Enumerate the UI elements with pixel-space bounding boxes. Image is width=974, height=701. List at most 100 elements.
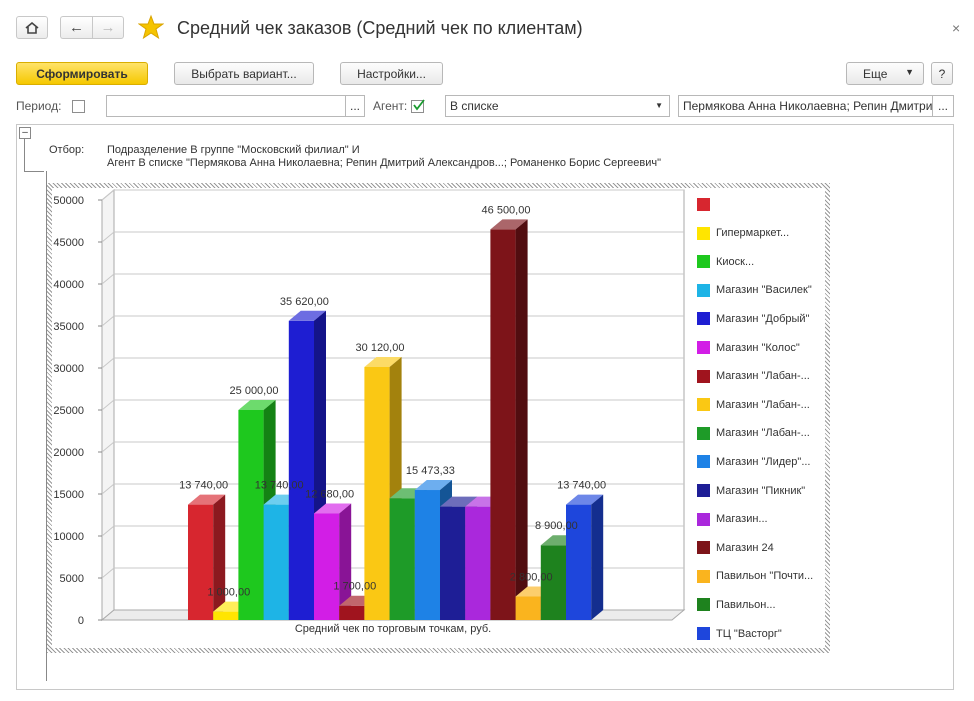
legend-label: Павильон "Почти... (716, 570, 814, 583)
gridline (101, 357, 115, 369)
more-button[interactable]: Еще ▼ (846, 62, 924, 85)
bar (213, 611, 239, 620)
bar (414, 490, 440, 620)
data-label: 2 800,00 (510, 571, 553, 583)
filter-label: Отбор: (49, 144, 85, 156)
y-tick-label: 10000 (53, 531, 84, 543)
legend-item (697, 198, 716, 211)
legend-swatch (697, 341, 710, 354)
legend-swatch (697, 312, 710, 326)
y-tick-label: 0 (78, 615, 84, 627)
legend-swatch (697, 484, 710, 497)
legend-item: Магазин "Лабан-... (697, 369, 810, 383)
agent-checkbox[interactable] (411, 99, 425, 113)
bar (490, 229, 516, 620)
data-label: 1 700,00 (333, 581, 376, 593)
back-button[interactable]: ← (60, 16, 92, 39)
legend-label: ТЦ "Васторг" (716, 627, 782, 640)
bar (515, 596, 541, 620)
data-label: 13 740,00 (557, 480, 606, 492)
bar-top (414, 480, 452, 491)
period-checkbox[interactable] (72, 100, 85, 113)
gridline (101, 273, 115, 285)
legend-swatch (697, 283, 710, 297)
gridline (101, 441, 115, 453)
bar-side (339, 503, 352, 620)
help-button[interactable]: ? (931, 62, 953, 85)
legend-label: Гипермаркет... (716, 227, 790, 240)
legend-item: Магазин "Василек" (697, 283, 812, 297)
collapse-icon[interactable]: – (19, 127, 31, 139)
agent-select-button[interactable]: ... (932, 95, 954, 117)
settings-button[interactable]: Настройки... (340, 62, 443, 85)
legend-label: Магазин "Лабан-... (716, 398, 810, 411)
legend-item: Магазин "Колос" (697, 341, 800, 354)
home-icon (25, 21, 39, 34)
dropdown-arrow-icon: ▼ (905, 67, 914, 77)
bar (188, 504, 214, 620)
legend-label: Киоск... (716, 255, 755, 268)
agent-value-input[interactable]: Пермякова Анна Николаевна; Репин Дмитрий (678, 95, 933, 117)
legend-label: Магазин "Добрый" (716, 312, 810, 325)
filter-line-2: Агент В списке "Пермякова Анна Николаевн… (107, 157, 662, 169)
bar-side (213, 494, 226, 620)
y-tick-label: 5000 (60, 573, 84, 585)
bar (364, 366, 390, 620)
legend-item: Киоск... (697, 255, 755, 269)
report-panel (16, 124, 954, 690)
legend-swatch (697, 198, 710, 211)
legend-swatch (697, 627, 710, 640)
period-input[interactable] (106, 95, 346, 117)
choose-variant-button[interactable]: Выбрать вариант... (174, 62, 314, 85)
generate-button[interactable]: Сформировать (16, 62, 148, 85)
legend-swatch (697, 569, 710, 583)
gridline (101, 525, 115, 537)
data-label: 30 120,00 (356, 342, 405, 354)
bar (314, 513, 340, 620)
tree-line (24, 139, 25, 171)
star-icon[interactable] (137, 14, 165, 43)
y-tick-label: 50000 (53, 195, 84, 207)
legend-item: Магазин... (697, 512, 768, 526)
gridline (101, 399, 115, 411)
bar (540, 545, 566, 620)
tree-line (24, 171, 44, 172)
legend-item: Магазин "Лабан-... (697, 426, 810, 440)
bar-top (364, 356, 402, 367)
y-tick-label: 15000 (53, 489, 84, 501)
bar-top (490, 219, 528, 230)
legend-item: Гипермаркет... (697, 226, 790, 240)
bar-side (515, 219, 528, 620)
data-label: 13 740,00 (255, 480, 304, 492)
legend-item: Магазин "Лидер"... (697, 455, 811, 469)
page-title: Средний чек заказов (Средний чек по клие… (177, 18, 583, 38)
bar (440, 506, 466, 620)
data-label: 8 900,00 (535, 520, 578, 532)
legend-label: Магазин "Лидер"... (716, 455, 811, 468)
legend-item: Павильон... (697, 598, 776, 612)
period-select-button[interactable]: ... (345, 95, 365, 117)
data-label: 1 000,00 (207, 587, 250, 599)
legend-item: Павильон "Почти... (697, 569, 814, 583)
legend-label: Магазин "Пикник" (716, 484, 806, 497)
bar (288, 320, 314, 620)
data-label: 15 473,33 (406, 465, 455, 477)
bar-side (591, 494, 604, 620)
agent-mode-value: В списке (450, 99, 499, 113)
close-button[interactable]: × (952, 20, 961, 36)
arrow-left-icon: ← (69, 19, 84, 36)
legend-item: Магазин 24 (697, 541, 774, 555)
home-button[interactable] (16, 16, 48, 39)
arrow-right-icon: → (100, 19, 116, 36)
agent-mode-select[interactable]: В списке ▼ (445, 95, 670, 117)
tree-line (46, 171, 47, 681)
dropdown-arrow-icon: ▼ (655, 101, 663, 110)
bar-top (314, 503, 352, 514)
data-label: 35 620,00 (280, 296, 329, 308)
forward-button[interactable]: → (92, 16, 124, 39)
legend-label: Магазин "Лабан-... (716, 370, 810, 383)
legend-label: Магазин "Лабан-... (716, 427, 810, 440)
data-label: 25 000,00 (230, 385, 279, 397)
legend-swatch (697, 512, 710, 526)
legend-item: Магазин "Добрый" (697, 312, 810, 326)
